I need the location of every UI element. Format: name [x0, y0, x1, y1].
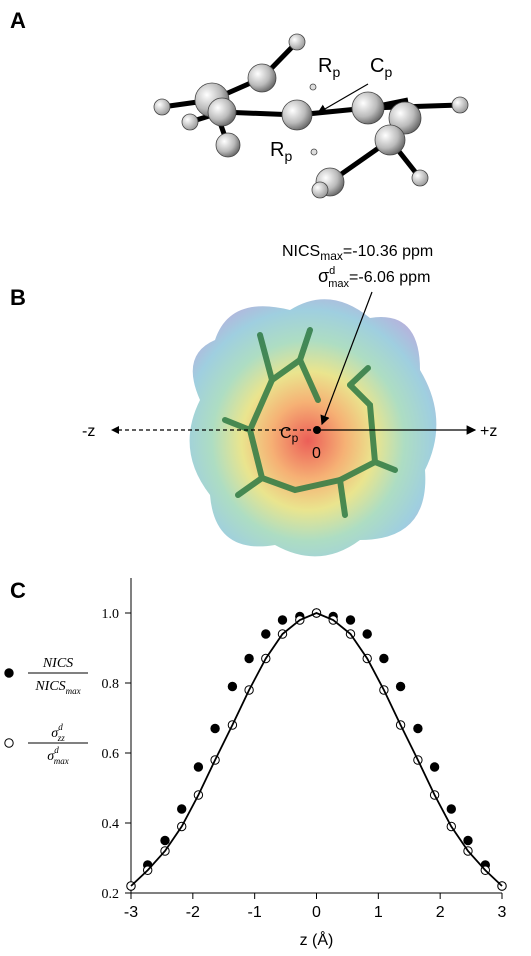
y-tick-label: 0.8 — [102, 677, 120, 692]
y-tick-label: 0.2 — [102, 887, 120, 902]
rp-sub: p — [284, 148, 292, 164]
figure: A Rp Cp Rp B NICSmax=-10.36 ppm σdmax=-6… — [0, 0, 531, 956]
x-tick-label: 3 — [498, 904, 507, 921]
rp-label: Rp — [270, 139, 292, 164]
panel-label: B — [10, 285, 26, 310]
x-tick-label: -3 — [124, 904, 138, 921]
legend-main: NICS — [34, 679, 65, 694]
nics-value: =-10.36 ppm — [343, 243, 433, 260]
rp-sub: p — [332, 64, 340, 80]
axis-label: -z — [82, 423, 95, 440]
legend-marker — [5, 669, 13, 677]
point — [363, 630, 371, 638]
nics-sub: max — [320, 249, 343, 263]
y-tick-label: 0.6 — [102, 747, 120, 762]
point — [245, 654, 253, 662]
x-tick-label: 2 — [436, 904, 445, 921]
nics-main: NICS — [282, 243, 320, 260]
point — [380, 654, 388, 662]
y-tick-label: 1.0 — [102, 607, 120, 622]
sigma-value: =-6.06 ppm — [349, 269, 430, 286]
legend-marker — [5, 739, 13, 747]
origin-label: 0 — [312, 445, 321, 462]
x-tick-label: -1 — [248, 904, 262, 921]
rp-main: R — [270, 139, 284, 161]
legend-den: NICSmax — [34, 679, 80, 696]
point — [346, 616, 354, 624]
cp-sub: p — [292, 431, 299, 445]
point — [262, 630, 270, 638]
x-axis-label: z (Å) — [300, 930, 334, 949]
panel-label: A — [10, 8, 26, 33]
point — [430, 763, 438, 771]
legend-sub: zz — [57, 733, 66, 743]
point — [211, 724, 219, 732]
density-surface — [190, 299, 437, 556]
point — [278, 616, 286, 624]
legend-main: NICS — [42, 656, 73, 671]
panel-label: C — [10, 578, 26, 603]
nics-label: NICSmax=-10.36 ppm — [282, 243, 433, 263]
point — [161, 836, 169, 844]
sigma-sub: max — [328, 278, 349, 290]
legend-num: NICS — [42, 656, 73, 671]
legend-sup: d — [54, 745, 59, 755]
cp-sub: p — [384, 64, 392, 80]
rp-main: R — [318, 55, 332, 77]
point — [464, 836, 472, 844]
sigma-sup: d — [329, 265, 335, 277]
x-tick-label: 1 — [374, 904, 383, 921]
legend-sub: max — [54, 756, 69, 766]
point — [414, 724, 422, 732]
cp-label: Cp — [370, 55, 392, 80]
cp-main: C — [280, 425, 292, 442]
legend-sup: d — [58, 722, 63, 732]
cp-main: C — [370, 55, 384, 77]
legend-sub: max — [66, 686, 81, 696]
point — [194, 763, 202, 771]
center-point — [313, 426, 321, 434]
fit-curve — [131, 613, 502, 886]
x-tick-label: 0 — [312, 904, 321, 921]
page: A Rp Cp Rp B NICSmax=-10.36 ppm σdmax=-6… — [0, 0, 531, 956]
point — [178, 805, 186, 813]
rp-label: Rp — [318, 55, 340, 80]
point — [228, 682, 236, 690]
x-tick-label: -2 — [186, 904, 200, 921]
y-tick-label: 0.4 — [102, 817, 120, 832]
axis-label: +z — [480, 423, 497, 440]
point — [396, 682, 404, 690]
point — [447, 805, 455, 813]
